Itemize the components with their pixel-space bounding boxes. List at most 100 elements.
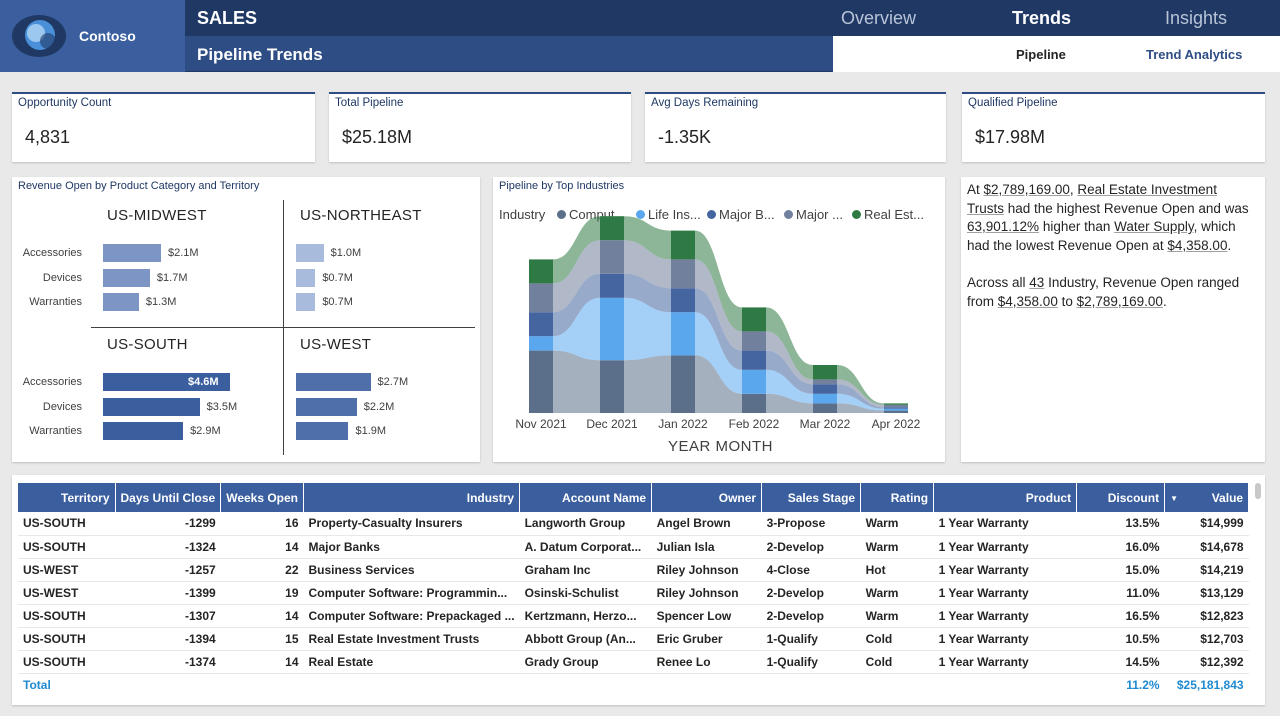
ribbon-Real Est...[interactable] [553,216,600,284]
column-header-days-until-close[interactable]: Days Until Close [115,483,222,512]
opportunity-table-card[interactable]: Territory Days Until Close Weeks Open Indus… [12,475,1265,705]
column-header-account-name[interactable]: Account Name [519,483,653,512]
ribbon-Real Est...[interactable] [695,230,742,332]
ribbon-Major ...[interactable] [553,240,600,313]
ribbon-Real Est...[interactable] [766,307,813,380]
bar-us-south-accessories[interactable] [103,373,230,391]
column-segment-Major B...[interactable] [742,350,766,370]
vertical-scrollbar[interactable] [1255,483,1261,499]
sub-tab-pipeline[interactable]: Pipeline [1016,47,1066,62]
table-row[interactable]: US-WEST -1257 22 Business Services Graham In… [18,558,1249,582]
column-segment-Comput...[interactable] [600,360,624,413]
ribbon-Life Ins...[interactable] [766,369,813,404]
narrative-value[interactable]: $2,789,169.00 [983,182,1070,197]
column-header-product[interactable]: Product [933,483,1078,512]
ribbon-Major B...[interactable] [837,384,884,409]
column-segment-Major B...[interactable] [813,384,837,394]
column-header-value[interactable]: ▼ Value [1164,483,1250,512]
ribbon-Major ...[interactable] [695,259,742,351]
column-header-rating[interactable]: Rating [860,483,935,512]
column-segment-Major ...[interactable] [742,331,766,351]
table-row[interactable]: US-SOUTH -1299 16 Property-Casualty Insurer… [18,512,1249,536]
column-segment-Major ...[interactable] [671,259,695,289]
ribbon-Major B...[interactable] [695,288,742,370]
narrative-value[interactable]: 63,901.12% [967,219,1040,234]
column-segment-Major B...[interactable] [671,288,695,313]
sort-descending-icon[interactable]: ▼ [1170,493,1178,503]
column-segment-Major ...[interactable] [529,283,553,313]
bar-us-northeast-warranties[interactable] [296,293,316,311]
ribbon-Major B...[interactable] [624,273,671,313]
tab-insights[interactable]: Insights [1165,8,1228,28]
ribbon-Major B...[interactable] [766,350,813,394]
tab-overview[interactable]: Overview [841,8,917,28]
table-row[interactable]: US-SOUTH -1374 14 Real Estate Grady Group Ren… [18,650,1249,674]
column-segment-Comput...[interactable] [813,403,837,413]
legend-item[interactable]: Life Ins... [636,207,701,222]
kpi-card-avg-days-remaining[interactable]: Avg Days Remaining -1.35K [645,92,946,162]
ribbon-Comput...[interactable] [766,393,813,413]
column-segment-Life Ins...[interactable] [600,297,624,361]
column-segment-Life Ins...[interactable] [529,336,553,351]
pipeline-by-industry-chart[interactable]: Pipeline by Top Industries Industry Comp… [493,177,945,462]
column-segment-Comput...[interactable] [884,410,908,413]
legend-item[interactable]: Major B... [707,207,775,222]
ribbon-Life Ins...[interactable] [695,312,742,394]
column-header-weeks-open[interactable]: Weeks Open [220,483,305,512]
bar-us-south-warranties[interactable] [103,422,184,440]
column-segment-Comput...[interactable] [529,350,553,413]
column-segment-Life Ins...[interactable] [813,393,837,404]
column-segment-Life Ins...[interactable] [742,369,766,394]
bar-us-west-warranties[interactable] [296,422,349,440]
column-segment-Major B...[interactable] [529,312,553,337]
bar-us-midwest-warranties[interactable] [103,293,139,311]
bar-us-midwest-accessories[interactable] [103,244,161,262]
column-header-sales-stage[interactable]: Sales Stage [761,483,862,512]
sub-tab-trend-analytics[interactable]: Trend Analytics [1146,47,1243,62]
column-segment-Life Ins...[interactable] [671,312,695,356]
column-segment-Real Est...[interactable] [600,216,624,241]
bar-us-midwest-devices[interactable] [103,268,150,287]
narrative-value[interactable]: 43 [1029,275,1045,290]
table-row[interactable]: US-SOUTH -1324 14 Major Banks A. Datum Corpo… [18,535,1249,559]
kpi-card-opportunity-count[interactable]: Opportunity Count 4,831 [12,92,315,162]
column-header-industry[interactable]: Industry [303,483,521,512]
column-segment-Real Est...[interactable] [884,403,908,405]
column-segment-Real Est...[interactable] [742,307,766,332]
ribbon-Comput...[interactable] [837,403,884,413]
column-segment-Major ...[interactable] [600,240,624,274]
column-segment-Comput...[interactable] [742,393,766,413]
column-segment-Major ...[interactable] [813,379,837,385]
column-segment-Major B...[interactable] [884,407,908,409]
column-segment-Real Est...[interactable] [671,230,695,260]
column-segment-Real Est...[interactable] [813,365,837,380]
kpi-card-qualified-pipeline[interactable]: Qualified Pipeline $17.98M [962,92,1265,162]
ribbon-Comput...[interactable] [624,355,671,413]
bar-us-south-devices[interactable] [103,397,200,416]
tab-trends[interactable]: Trends [1012,8,1072,28]
narrative-value[interactable]: Water Supply [1114,219,1194,234]
ribbon-Life Ins...[interactable] [553,297,600,361]
ribbon-Life Ins...[interactable] [624,297,671,361]
narrative-value[interactable]: $4,358.00 [1167,237,1228,253]
ribbon-Major B...[interactable] [553,273,600,337]
opportunity-table[interactable]: Territory Days Until Close Weeks Open Indus… [18,483,1250,696]
ribbon-Major ...[interactable] [837,379,884,408]
ribbon-Major ...[interactable] [766,331,813,385]
ribbon-Real Est...[interactable] [837,365,884,405]
ribbon-Major ...[interactable] [624,240,671,289]
column-segment-Life Ins...[interactable] [884,408,908,411]
ribbon-Life Ins...[interactable] [837,393,884,411]
kpi-card-total-pipeline[interactable]: Total Pipeline $25.18M [329,92,631,162]
bar-us-west-devices[interactable] [296,397,357,416]
column-segment-Major B...[interactable] [600,273,624,298]
smart-narrative-card[interactable]: At $2,789,169.00, Real Estate Investment… [961,177,1265,462]
narrative-value[interactable]: $4,358.00 [997,293,1058,309]
column-header-owner[interactable]: Owner [651,483,763,512]
ribbon-Real Est...[interactable] [624,216,671,260]
bar-us-northeast-accessories[interactable] [296,244,324,262]
narrative-value[interactable]: Real Estate Investment Trusts [967,182,1217,216]
table-row[interactable]: US-SOUTH -1394 15 Real Estate Investment Tr… [18,627,1249,651]
column-segment-Real Est...[interactable] [529,259,553,284]
bar-us-northeast-devices[interactable] [296,268,316,287]
